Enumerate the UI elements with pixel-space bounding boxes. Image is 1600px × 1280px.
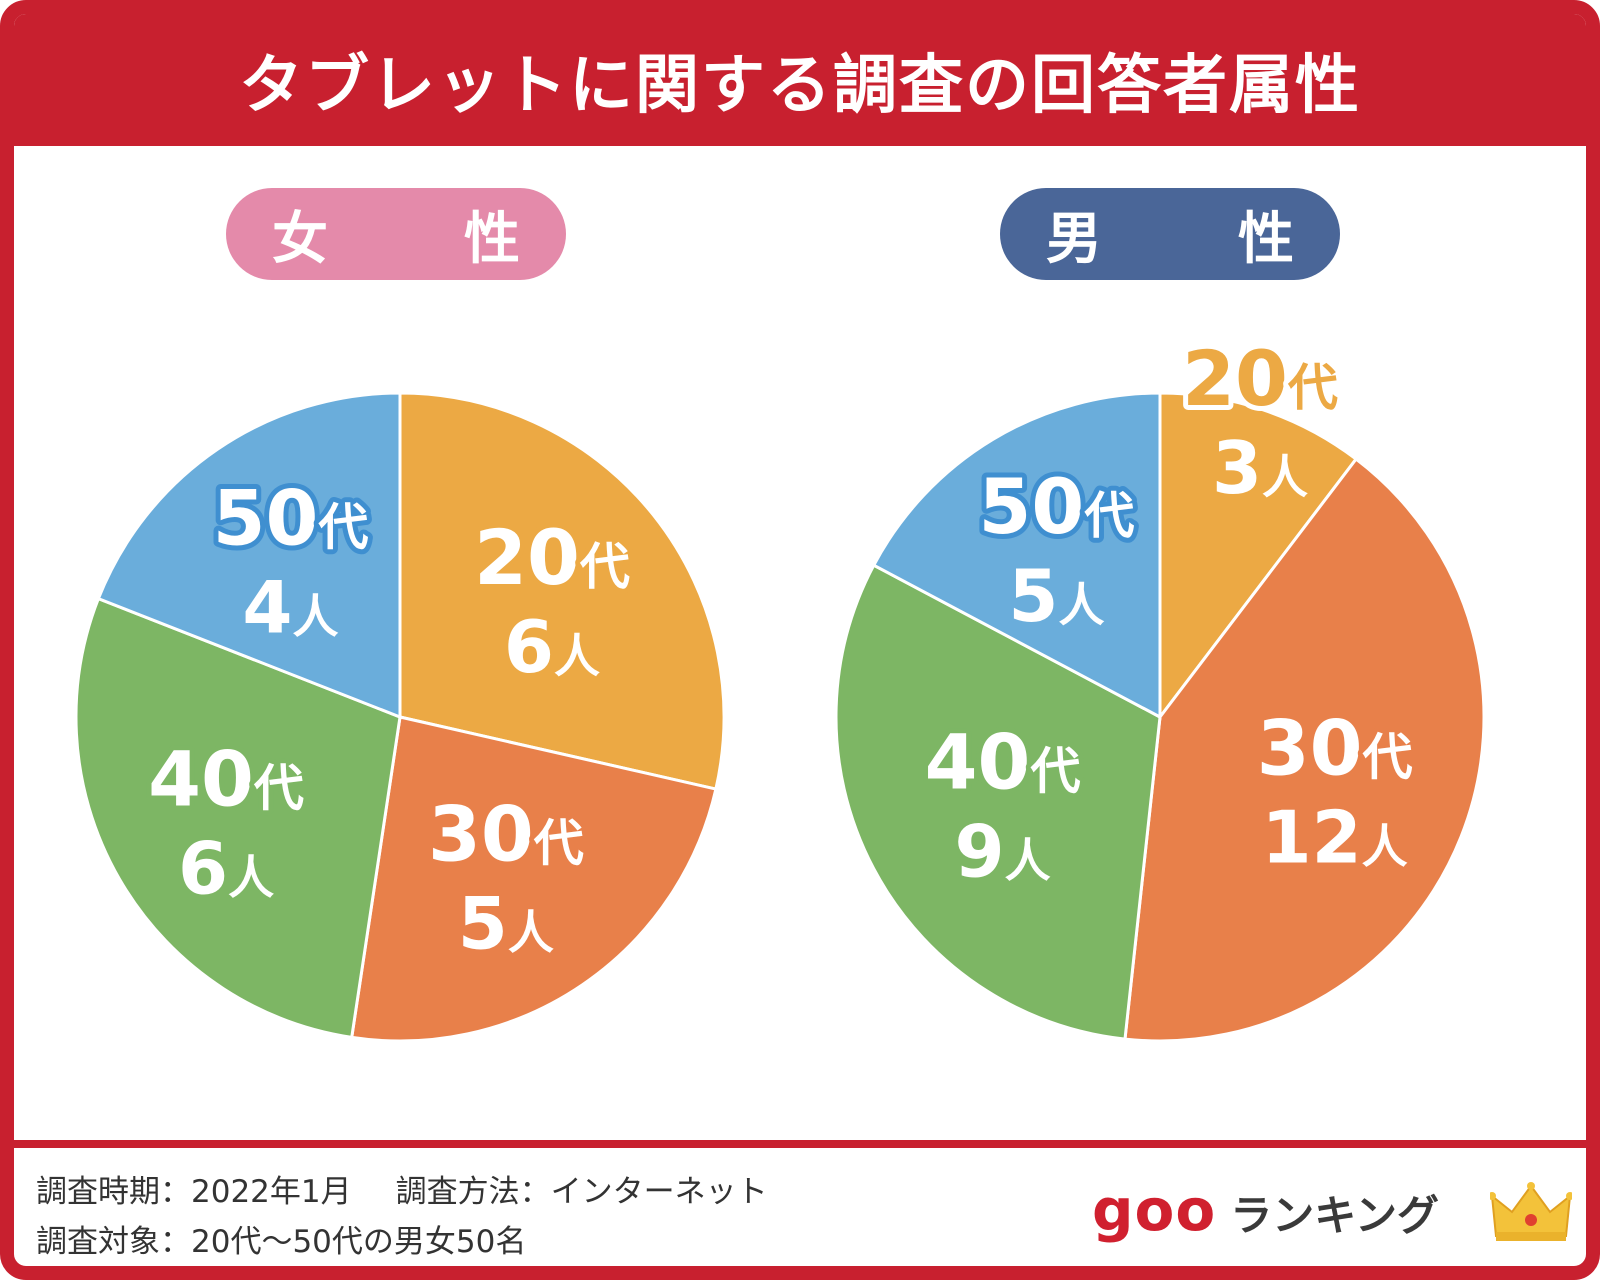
pie-slice-50	[96, 391, 402, 720]
age-suffix: 代	[1083, 487, 1134, 545]
count-number: 12	[1261, 796, 1361, 880]
count-number: 5	[458, 881, 508, 965]
pie-slice-50	[871, 391, 1162, 720]
logo-ranking-text: ランキング	[1230, 1191, 1439, 1240]
survey-target: 調査対象：20代〜50代の男女50名	[36, 1224, 527, 1260]
age-number: 50	[979, 462, 1085, 551]
age-label: 30代	[428, 789, 584, 878]
age-label: 50代	[213, 473, 369, 562]
age-number: 30	[1257, 704, 1363, 793]
count-label: 6人	[504, 605, 600, 689]
count-suffix: 人	[293, 589, 339, 643]
count-label: 5人	[1008, 554, 1104, 638]
count-suffix: 人	[228, 850, 274, 904]
count-label: 12人	[1261, 796, 1407, 880]
footer-divider	[14, 1140, 1586, 1148]
age-number: 20	[474, 513, 580, 602]
count-label: 4人	[242, 565, 338, 649]
pie-slice-20	[1158, 391, 1359, 722]
survey-method: 調査方法：インターネット	[395, 1174, 768, 1210]
count-number: 5	[1008, 554, 1058, 638]
age-label: 20代	[1182, 334, 1338, 423]
age-suffix: 代	[317, 498, 368, 556]
age-suffix: 代	[1287, 359, 1338, 417]
female-section-label: 女 性	[226, 188, 566, 280]
pie-slice-40	[74, 596, 402, 1040]
count-number: 3	[1212, 426, 1262, 510]
age-number: 40	[925, 717, 1031, 806]
age-label: 40代	[148, 734, 304, 823]
age-suffix: 代	[1361, 729, 1412, 787]
age-suffix: 代	[1029, 742, 1080, 800]
count-label: 6人	[178, 826, 274, 910]
pie-slice-20	[398, 391, 726, 791]
age-suffix: 代	[533, 814, 584, 872]
crown-icon	[1490, 1182, 1572, 1241]
count-suffix: 人	[1058, 578, 1104, 632]
pie-slice-40	[834, 563, 1162, 1041]
count-label: 5人	[458, 881, 554, 965]
age-suffix: 代	[579, 538, 630, 596]
goo-ranking-logo: goo ランキング	[1092, 1176, 1439, 1244]
male-section-label: 男 性	[1000, 188, 1340, 280]
count-number: 6	[504, 605, 554, 689]
age-label: 40代	[925, 717, 1081, 806]
count-suffix: 人	[554, 629, 600, 683]
count-suffix: 人	[1262, 450, 1308, 504]
age-label: 20代	[474, 513, 630, 602]
footnote-line-1: 調査時期：2022年1月 調査方法：インターネット	[36, 1166, 768, 1211]
survey-period: 調査時期：2022年1月	[36, 1174, 352, 1210]
page-title: タブレットに関する調査の回答者属性	[239, 49, 1361, 123]
age-label: 30代	[1257, 704, 1413, 793]
age-number: 50	[213, 473, 319, 562]
pie-slice-30	[350, 715, 718, 1043]
count-number: 9	[955, 809, 1005, 893]
footnote-line-2: 調査対象：20代〜50代の男女50名	[36, 1216, 526, 1261]
age-number: 40	[148, 734, 254, 823]
count-suffix: 人	[1005, 833, 1051, 887]
header-bar: タブレットに関する調査の回答者属性	[14, 14, 1586, 146]
count-number: 4	[242, 565, 292, 649]
count-suffix: 人	[508, 905, 554, 959]
age-suffix: 代	[253, 759, 304, 817]
age-number: 20	[1182, 334, 1288, 423]
age-number: 30	[428, 789, 534, 878]
logo-goo-text: goo	[1092, 1176, 1217, 1244]
pie-slice-30	[1123, 456, 1486, 1043]
age-label: 50代	[979, 462, 1135, 551]
count-number: 6	[178, 826, 228, 910]
count-label: 3人	[1212, 426, 1308, 510]
count-label: 9人	[955, 809, 1051, 893]
count-suffix: 人	[1362, 820, 1408, 874]
pie-charts: 20代6人30代5人40代6人50代4人20代3人30代12人40代9人50代5…	[74, 329, 1486, 1043]
